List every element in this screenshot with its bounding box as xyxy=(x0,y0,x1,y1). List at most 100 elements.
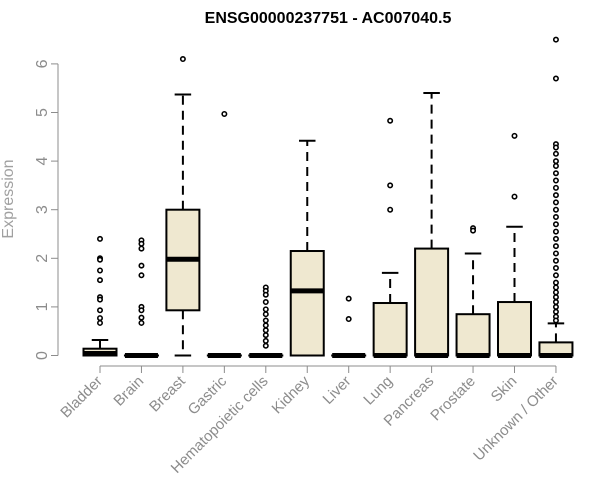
outlier-point xyxy=(552,177,559,184)
outlier-point xyxy=(552,284,559,291)
outlier-point xyxy=(262,299,269,306)
outlier-point xyxy=(552,265,559,272)
y-axis-label: Expression xyxy=(0,159,17,238)
outlier-point xyxy=(179,56,186,63)
outlier-point xyxy=(552,303,559,310)
outlier-point xyxy=(552,192,559,199)
box-group xyxy=(372,117,408,358)
x-tick-label: Brain xyxy=(110,373,147,410)
outlier-point xyxy=(97,319,104,326)
outlier-point xyxy=(345,316,352,323)
outlier-point xyxy=(262,317,269,324)
box-iqr xyxy=(289,250,325,357)
outlier-point xyxy=(470,227,477,234)
box-iqr xyxy=(455,313,491,357)
y-tick-label: 0 xyxy=(34,351,51,360)
outlier-point xyxy=(97,267,104,274)
outlier-point xyxy=(97,296,104,303)
box-group xyxy=(414,92,450,358)
outlier-point xyxy=(552,150,559,157)
outlier-point xyxy=(552,184,559,191)
outlier-point xyxy=(552,213,559,220)
outlier-point xyxy=(511,132,518,139)
outlier-point xyxy=(387,182,394,189)
box-group xyxy=(455,225,491,358)
box-group xyxy=(538,36,574,358)
outlier-point xyxy=(138,240,145,247)
box-group xyxy=(206,110,242,358)
chart-title: ENSG00000237751 - AC007040.5 xyxy=(205,10,452,27)
box-group xyxy=(165,56,201,357)
outlier-point xyxy=(97,256,104,263)
box-group xyxy=(331,295,367,358)
outlier-point xyxy=(97,235,104,242)
x-tick-label: Breast xyxy=(146,372,189,415)
outlier-point xyxy=(552,279,559,286)
outlier-point xyxy=(138,319,145,326)
outlier-point xyxy=(552,75,559,82)
outlier-point xyxy=(552,243,559,250)
box-group xyxy=(289,139,325,357)
box-group xyxy=(248,284,284,358)
outlier-point xyxy=(262,322,269,329)
x-tick-label: Prostate xyxy=(427,373,479,425)
x-tick-label: Skin xyxy=(488,373,521,406)
x-tick-label: Bladder xyxy=(57,373,106,422)
y-axis: 0 1 2 3 4 5 6 xyxy=(34,59,59,360)
outlier-point xyxy=(552,308,559,315)
y-tick-label: 6 xyxy=(34,59,51,68)
box-iqr xyxy=(497,301,532,357)
box-group xyxy=(497,132,532,358)
y-tick-label: 4 xyxy=(34,157,51,166)
x-tick-label: Lung xyxy=(360,373,396,409)
y-tick-label: 1 xyxy=(34,302,51,311)
outlier-point xyxy=(552,294,559,301)
outlier-point xyxy=(552,162,559,169)
plot-area xyxy=(82,36,574,358)
outlier-point xyxy=(345,295,352,302)
outlier-point xyxy=(552,36,559,43)
x-tick-label: Kidney xyxy=(269,372,314,417)
outlier-point xyxy=(552,206,559,213)
outlier-point xyxy=(552,317,559,324)
outlier-point xyxy=(262,332,269,339)
outlier-point xyxy=(552,257,559,264)
outlier-point xyxy=(138,314,145,321)
outlier-point xyxy=(262,306,269,313)
outlier-point xyxy=(552,158,559,165)
outlier-point xyxy=(387,206,394,213)
outlier-point xyxy=(138,307,145,314)
box-group xyxy=(82,235,118,357)
x-tick-label: Liver xyxy=(320,373,355,408)
outlier-point xyxy=(511,193,518,200)
outlier-point xyxy=(262,337,269,344)
box-group xyxy=(123,237,159,358)
outlier-point xyxy=(262,327,269,334)
box-iqr xyxy=(414,247,450,357)
outlier-point xyxy=(262,291,269,298)
outlier-point xyxy=(552,199,559,206)
outlier-point xyxy=(552,144,559,151)
outlier-point xyxy=(221,110,228,117)
outlier-point xyxy=(138,272,145,279)
y-tick-label: 3 xyxy=(34,205,51,214)
outlier-point xyxy=(552,289,559,296)
y-tick-label: 5 xyxy=(34,108,51,117)
outlier-point xyxy=(97,315,104,322)
box-iqr xyxy=(372,302,408,357)
y-tick-label: 2 xyxy=(34,254,51,263)
outlier-point xyxy=(262,311,269,318)
outlier-point xyxy=(138,245,145,252)
outlier-point xyxy=(552,250,559,257)
outlier-point xyxy=(552,228,559,235)
outlier-point xyxy=(552,299,559,306)
outlier-point xyxy=(262,342,269,349)
outlier-point xyxy=(552,170,559,177)
outlier-point xyxy=(552,272,559,279)
outlier-point xyxy=(387,117,394,124)
outlier-point xyxy=(97,307,104,314)
outlier-point xyxy=(138,262,145,269)
outlier-point xyxy=(552,221,559,228)
